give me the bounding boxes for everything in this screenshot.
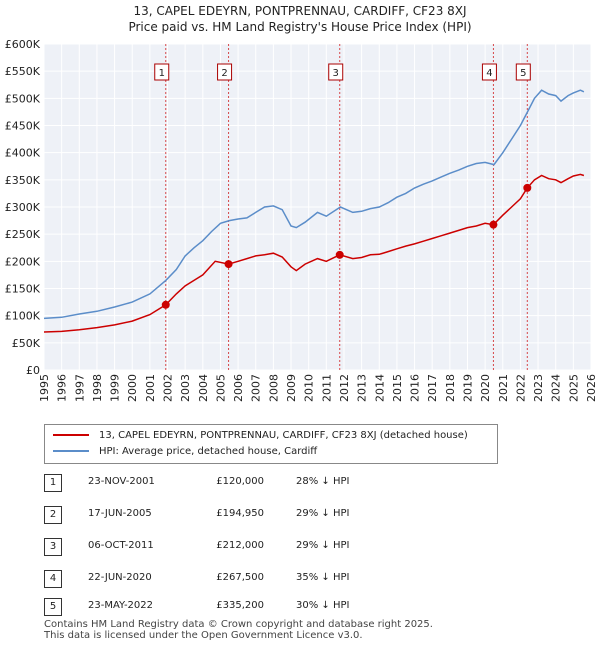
row-number-badge: 1 <box>44 474 62 492</box>
x-tick-label: 2022 <box>514 374 527 402</box>
table-row: 2 17-JUN-2005 £194,950 29% ↓ HPI <box>44 506 464 524</box>
y-tick-label: £500K <box>5 92 41 105</box>
row-number-badge: 3 <box>44 538 62 556</box>
legend-label-property: 13, CAPEL EDEYRN, PONTPRENNAU, CARDIFF, … <box>99 430 468 441</box>
x-tick-label: 2014 <box>373 374 386 402</box>
y-tick-label: £200K <box>5 255 41 268</box>
x-tick-label: 2009 <box>285 374 298 402</box>
event-marker-box-4 <box>481 63 497 81</box>
x-tick-label: 1995 <box>38 374 51 402</box>
y-tick-label: £100K <box>5 310 41 323</box>
legend-swatch-hpi <box>53 450 89 452</box>
row-date: 22-JUN-2020 <box>88 572 152 583</box>
row-date: 23-MAY-2022 <box>88 600 154 611</box>
y-tick-label: £350K <box>5 174 41 187</box>
sale-point-3 <box>335 250 344 259</box>
footer: Contains HM Land Registry data © Crown c… <box>44 619 433 641</box>
x-tick-label: 1999 <box>109 374 122 402</box>
row-price: £194,950 <box>216 508 264 519</box>
row-date: 23-NOV-2001 <box>88 476 155 487</box>
row-number-badge: 2 <box>44 506 62 524</box>
chart-legend: 13, CAPEL EDEYRN, PONTPRENNAU, CARDIFF, … <box>44 424 498 464</box>
legend-item-hpi: HPI: Average price, detached house, Card… <box>53 444 317 460</box>
event-marker-box-2 <box>217 63 233 81</box>
x-tick-label: 2026 <box>585 374 598 402</box>
row-hpi-diff: 29% ↓ HPI <box>296 540 350 551</box>
event-marker-label-3: 3 <box>333 68 339 79</box>
x-tick-label: 2006 <box>232 374 245 402</box>
event-marker-label-5: 5 <box>520 68 526 79</box>
chart-title: 13, CAPEL EDEYRN, PONTPRENNAU, CARDIFF, … <box>133 4 467 18</box>
footer-copyright: Contains HM Land Registry data © Crown c… <box>44 619 433 630</box>
price-chart: £0 £50K £100K £150K £200K £250K £300K £350K £400… <box>5 38 598 402</box>
row-hpi-diff: 28% ↓ HPI <box>296 476 350 487</box>
x-tick-label: 2023 <box>532 374 545 402</box>
y-tick-label: £250K <box>5 228 41 241</box>
x-tick-label: 2012 <box>338 374 351 402</box>
sale-point-5 <box>523 183 532 192</box>
row-price: £212,000 <box>216 540 264 551</box>
sale-point-2 <box>224 260 233 269</box>
x-tick-label: 2024 <box>550 374 563 402</box>
y-tick-label: £300K <box>5 201 41 214</box>
table-row: 5 23-MAY-2022 £335,200 30% ↓ HPI <box>44 598 464 616</box>
x-tick-label: 2010 <box>303 374 316 402</box>
x-tick-label: 1996 <box>56 374 69 402</box>
x-tick-label: 2001 <box>144 374 157 402</box>
chart-subtitle: Price paid vs. HM Land Registry's House … <box>128 20 472 34</box>
x-tick-label: 1997 <box>73 374 86 402</box>
hpi-series-line <box>43 89 585 320</box>
row-date: 17-JUN-2005 <box>88 508 152 519</box>
x-tick-label: 2005 <box>214 374 227 402</box>
event-marker-box-1 <box>154 63 170 81</box>
row-price: £120,000 <box>216 476 264 487</box>
footer-license: This data is licensed under the Open Gov… <box>44 630 363 641</box>
x-tick-label: 2021 <box>497 374 510 402</box>
table-row: 4 22-JUN-2020 £267,500 35% ↓ HPI <box>44 570 464 588</box>
y-tick-label: £600K <box>5 38 41 51</box>
row-hpi-diff: 35% ↓ HPI <box>296 572 350 583</box>
row-date: 06-OCT-2011 <box>88 540 154 551</box>
legend-item-property: 13, CAPEL EDEYRN, PONTPRENNAU, CARDIFF, … <box>53 428 468 444</box>
table-row: 1 23-NOV-2001 £120,000 28% ↓ HPI <box>44 474 464 492</box>
x-tick-label: 2003 <box>179 374 192 402</box>
x-tick-label: 2025 <box>567 374 580 402</box>
y-tick-label: £150K <box>5 283 41 296</box>
x-tick-label: 2008 <box>267 374 280 402</box>
row-price: £267,500 <box>216 572 264 583</box>
y-tick-label: £0 <box>26 364 40 377</box>
row-price: £335,200 <box>216 600 264 611</box>
event-marker-label-1: 1 <box>159 68 165 79</box>
table-row: 3 06-OCT-2011 £212,000 29% ↓ HPI <box>44 538 464 556</box>
x-tick-label: 2004 <box>197 374 210 402</box>
event-marker-label-4: 4 <box>486 68 492 79</box>
sale-point-4 <box>489 220 498 229</box>
event-marker-box-3 <box>328 63 344 81</box>
row-number-badge: 4 <box>44 570 62 588</box>
y-tick-label: £450K <box>5 120 41 133</box>
x-tick-label: 2015 <box>391 374 404 402</box>
sale-point-1 <box>161 300 170 309</box>
x-tick-label: 2020 <box>479 374 492 402</box>
legend-swatch-property <box>53 434 89 436</box>
legend-label-hpi: HPI: Average price, detached house, Card… <box>99 446 318 457</box>
x-tick-label: 2017 <box>426 374 439 402</box>
event-marker-box-5 <box>515 63 531 81</box>
x-tick-label: 2016 <box>409 374 422 402</box>
y-tick-label: £50K <box>12 337 41 350</box>
row-number-badge: 5 <box>44 598 62 616</box>
x-tick-label: 2018 <box>444 374 457 402</box>
x-tick-label: 2019 <box>461 374 474 402</box>
row-hpi-diff: 30% ↓ HPI <box>296 600 350 611</box>
row-hpi-diff: 29% ↓ HPI <box>296 508 350 519</box>
x-tick-label: 2013 <box>356 374 369 402</box>
x-tick-label: 2002 <box>162 374 175 402</box>
x-tick-label: 1998 <box>91 374 104 402</box>
x-tick-label: 2000 <box>126 374 139 402</box>
x-tick-label: 2011 <box>320 374 333 402</box>
y-tick-label: £400K <box>5 147 41 160</box>
event-marker-label-2: 2 <box>221 68 227 79</box>
x-tick-label: 2007 <box>250 374 263 402</box>
y-tick-label: £550K <box>5 65 41 78</box>
